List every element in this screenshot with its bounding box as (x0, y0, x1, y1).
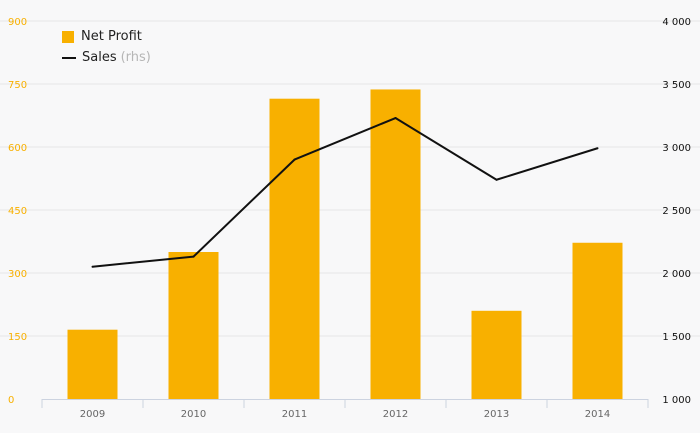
x-tick-label: 2011 (282, 409, 307, 420)
y-right-tick-label: 3 000 (662, 143, 691, 154)
bar-2010 (168, 252, 219, 399)
y-right-tick-label: 2 000 (662, 269, 691, 280)
sales-point-2012 (394, 117, 397, 120)
legend-label-net-profit: Net Profit (81, 29, 142, 44)
legend-note-rhs: (rhs) (120, 50, 151, 65)
legend-swatch-net-profit (62, 30, 74, 43)
bar-2011 (269, 98, 320, 399)
y-right-tick-label: 3 500 (662, 80, 691, 91)
sales-point-2014 (596, 147, 599, 150)
y-axis-left: 0 150 300 450 600 750 900 (8, 17, 27, 406)
y-left-tick-label: 150 (8, 332, 27, 343)
x-tick-label: 2010 (181, 409, 206, 420)
y-left-tick-label: 900 (8, 17, 27, 28)
legend-label-sales: Sales (82, 50, 117, 65)
x-tick-label: 2012 (383, 409, 408, 420)
line-series-sales (91, 117, 599, 268)
x-tick-label: 2013 (484, 409, 509, 420)
y-left-tick-label: 450 (8, 206, 27, 217)
y-right-tick-label: 4 000 (662, 17, 691, 28)
sales-point-2009 (91, 265, 94, 268)
x-axis: 2009 2010 2011 2012 2013 2014 (41, 399, 649, 420)
bar-2009 (67, 329, 118, 399)
x-tick-label: 2009 (80, 409, 105, 420)
y-left-tick-label: 600 (8, 143, 27, 154)
y-axis-right: 1 000 1 500 2 000 2 500 3 000 3 500 4 000 (662, 17, 691, 406)
y-right-tick-label: 1 000 (662, 395, 691, 406)
y-left-tick-label: 300 (8, 269, 27, 280)
legend-item-sales: Sales (rhs) (62, 47, 151, 68)
y-right-tick-label: 2 500 (662, 206, 691, 217)
legend: Net Profit Sales (rhs) (62, 26, 151, 68)
y-right-tick-label: 1 500 (662, 332, 691, 343)
bar-2013 (471, 310, 522, 399)
y-left-tick-label: 750 (8, 80, 27, 91)
y-left-tick-label: 0 (8, 395, 14, 406)
bar-series-net-profit (67, 89, 623, 400)
sales-point-2011 (293, 158, 296, 161)
sales-point-2010 (192, 255, 195, 258)
x-tick-label: 2014 (585, 409, 610, 420)
bar-2012 (370, 89, 421, 400)
legend-item-net-profit: Net Profit (62, 26, 151, 47)
sales-point-2013 (495, 178, 498, 181)
sales-line (92, 117, 598, 268)
legend-swatch-sales (62, 56, 76, 59)
bar-2014 (572, 242, 623, 399)
